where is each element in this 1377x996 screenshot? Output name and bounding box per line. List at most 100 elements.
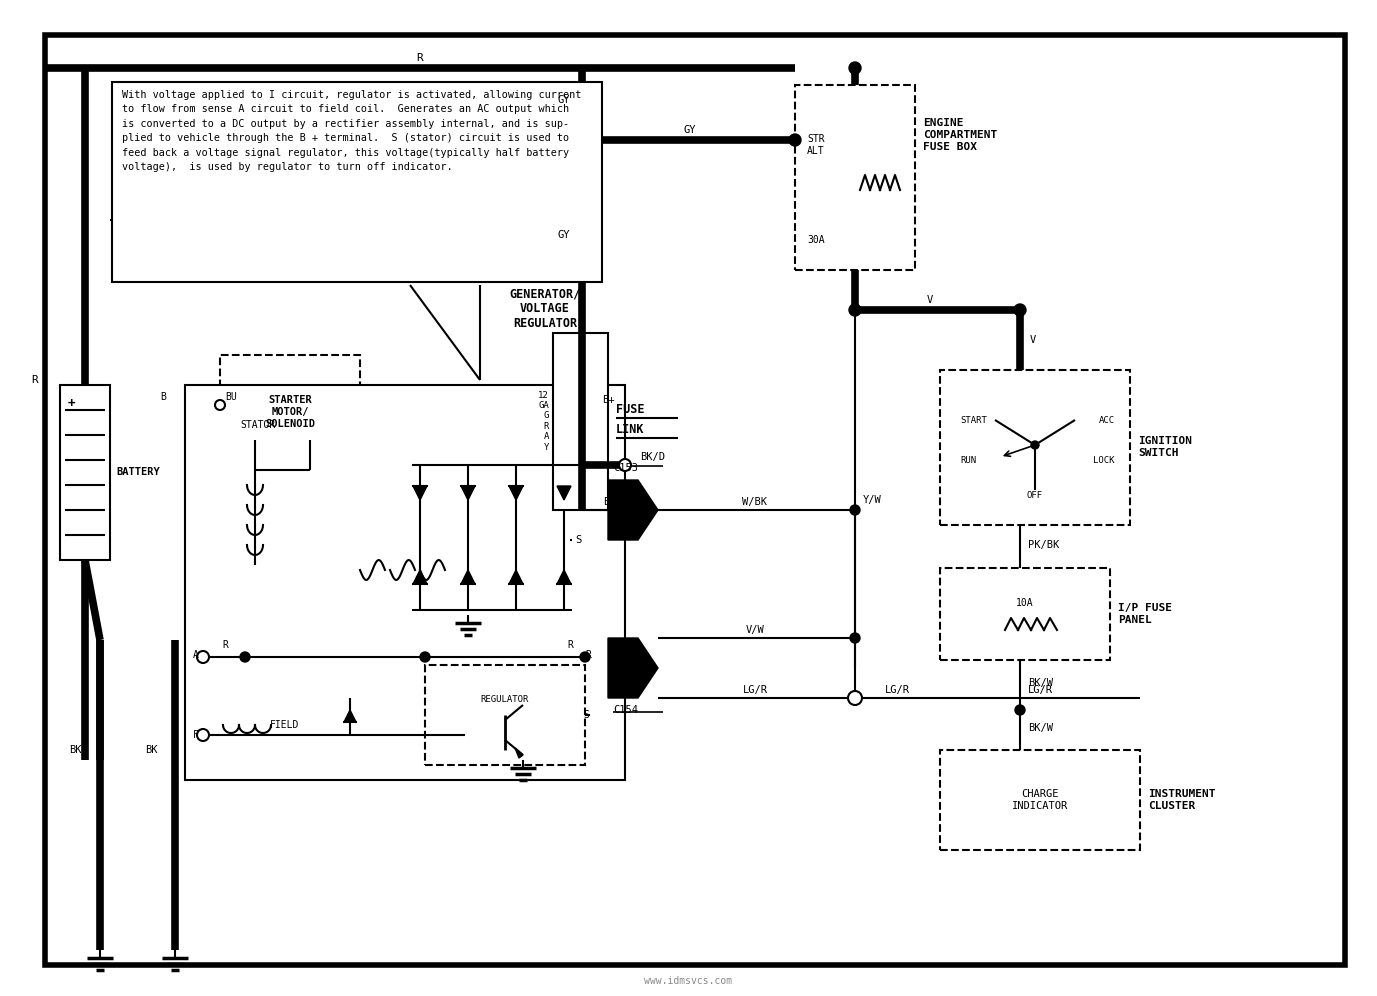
Polygon shape bbox=[413, 570, 427, 584]
Circle shape bbox=[850, 633, 861, 643]
Text: OFF: OFF bbox=[1027, 490, 1042, 500]
Circle shape bbox=[848, 691, 862, 705]
Text: STARTER
MOTOR/
SOLENOID: STARTER MOTOR/ SOLENOID bbox=[264, 395, 315, 428]
Text: 12
GA
G
R
A
Y: 12 GA G R A Y bbox=[538, 390, 549, 451]
Text: C154: C154 bbox=[613, 705, 638, 715]
Text: ACC: ACC bbox=[1099, 415, 1115, 424]
Circle shape bbox=[1013, 304, 1026, 316]
Text: R: R bbox=[417, 53, 423, 63]
Text: RUN: RUN bbox=[960, 455, 976, 464]
Text: LOCK: LOCK bbox=[1093, 455, 1115, 464]
Bar bbox=[554, 333, 609, 510]
Bar bbox=[185, 385, 625, 780]
Circle shape bbox=[789, 134, 801, 146]
Circle shape bbox=[240, 652, 251, 662]
Text: IGNITION
SWITCH: IGNITION SWITCH bbox=[1137, 436, 1192, 458]
Text: REGULATOR: REGULATOR bbox=[481, 695, 529, 704]
Polygon shape bbox=[413, 486, 427, 500]
Text: BK/D: BK/D bbox=[603, 497, 628, 507]
Text: R: R bbox=[567, 640, 573, 650]
Circle shape bbox=[580, 652, 589, 662]
Text: Y: Y bbox=[852, 279, 858, 289]
Text: With voltage applied to I circuit, regulator is activated, allowing current
to f: With voltage applied to I circuit, regul… bbox=[123, 90, 581, 172]
Circle shape bbox=[197, 729, 209, 741]
Bar bbox=[61, 385, 110, 560]
Text: V/W: V/W bbox=[745, 625, 764, 635]
Circle shape bbox=[620, 459, 631, 471]
Text: 10A: 10A bbox=[1016, 598, 1034, 608]
Circle shape bbox=[850, 505, 861, 515]
Polygon shape bbox=[609, 480, 658, 540]
Bar bbox=[220, 355, 359, 470]
Polygon shape bbox=[509, 570, 523, 584]
Bar bbox=[795, 85, 914, 270]
Text: 30A: 30A bbox=[807, 235, 825, 245]
Text: LINK: LINK bbox=[616, 422, 644, 435]
Circle shape bbox=[620, 504, 631, 516]
Circle shape bbox=[215, 400, 224, 410]
Text: S: S bbox=[576, 535, 581, 545]
Text: I/P FUSE
PANEL: I/P FUSE PANEL bbox=[1118, 604, 1172, 624]
Text: CHARGE
INDICATOR: CHARGE INDICATOR bbox=[1012, 789, 1069, 811]
Circle shape bbox=[850, 693, 861, 703]
Text: R: R bbox=[32, 375, 39, 385]
Text: Y: Y bbox=[1016, 355, 1023, 365]
Text: LG/R: LG/R bbox=[884, 685, 909, 695]
Text: FUSE: FUSE bbox=[616, 402, 644, 415]
Text: PK/BK: PK/BK bbox=[1029, 540, 1059, 550]
Circle shape bbox=[850, 62, 861, 74]
Text: BU: BU bbox=[224, 392, 237, 402]
Circle shape bbox=[420, 652, 430, 662]
Polygon shape bbox=[515, 748, 523, 758]
Circle shape bbox=[197, 651, 209, 663]
Text: www.idmsvcs.com: www.idmsvcs.com bbox=[644, 976, 733, 986]
Polygon shape bbox=[461, 570, 475, 584]
Polygon shape bbox=[558, 486, 571, 500]
Bar bbox=[940, 750, 1140, 850]
Text: LG/R: LG/R bbox=[742, 685, 767, 695]
Text: Y/W: Y/W bbox=[863, 495, 881, 505]
Text: FIELD: FIELD bbox=[270, 720, 300, 730]
Bar bbox=[112, 82, 602, 282]
Text: B: B bbox=[160, 392, 165, 402]
Circle shape bbox=[850, 304, 861, 316]
Text: BK/D: BK/D bbox=[640, 452, 665, 462]
Text: R: R bbox=[585, 650, 591, 660]
Text: STR
ALT: STR ALT bbox=[807, 134, 825, 155]
Text: GY: GY bbox=[558, 230, 570, 240]
Text: BK/W: BK/W bbox=[1029, 723, 1053, 733]
Circle shape bbox=[1015, 705, 1024, 715]
Polygon shape bbox=[558, 570, 571, 584]
Polygon shape bbox=[609, 638, 658, 698]
Text: LG/R: LG/R bbox=[1027, 685, 1052, 695]
Polygon shape bbox=[461, 486, 475, 500]
Text: V: V bbox=[1030, 335, 1037, 345]
Text: GENERATOR/
VOLTAGE
REGULATOR: GENERATOR/ VOLTAGE REGULATOR bbox=[509, 287, 581, 330]
Bar bbox=[940, 370, 1131, 525]
Text: START: START bbox=[960, 415, 987, 424]
Text: S: S bbox=[582, 710, 589, 720]
Text: BK: BK bbox=[69, 745, 83, 755]
Bar bbox=[425, 665, 585, 765]
Text: V: V bbox=[927, 295, 934, 305]
Text: R: R bbox=[222, 640, 229, 650]
Text: A: A bbox=[193, 650, 198, 660]
Text: GY: GY bbox=[684, 125, 697, 135]
Text: ENGINE
COMPARTMENT
FUSE BOX: ENGINE COMPARTMENT FUSE BOX bbox=[923, 119, 997, 151]
Text: GY: GY bbox=[558, 95, 570, 105]
Text: BATTERY: BATTERY bbox=[116, 467, 160, 477]
Text: BK: BK bbox=[146, 745, 158, 755]
Text: W/BK: W/BK bbox=[742, 497, 767, 507]
Circle shape bbox=[850, 693, 861, 703]
Polygon shape bbox=[509, 486, 523, 500]
Circle shape bbox=[1031, 441, 1040, 449]
Circle shape bbox=[850, 693, 861, 703]
Bar bbox=[940, 568, 1110, 660]
Text: STATOR: STATOR bbox=[240, 420, 275, 430]
Text: C153: C153 bbox=[613, 463, 638, 473]
Text: B+: B+ bbox=[603, 395, 616, 405]
Text: BK/W: BK/W bbox=[1029, 678, 1053, 688]
Polygon shape bbox=[344, 710, 357, 722]
Text: F: F bbox=[193, 730, 198, 740]
Text: INSTRUMENT
CLUSTER: INSTRUMENT CLUSTER bbox=[1148, 789, 1216, 811]
